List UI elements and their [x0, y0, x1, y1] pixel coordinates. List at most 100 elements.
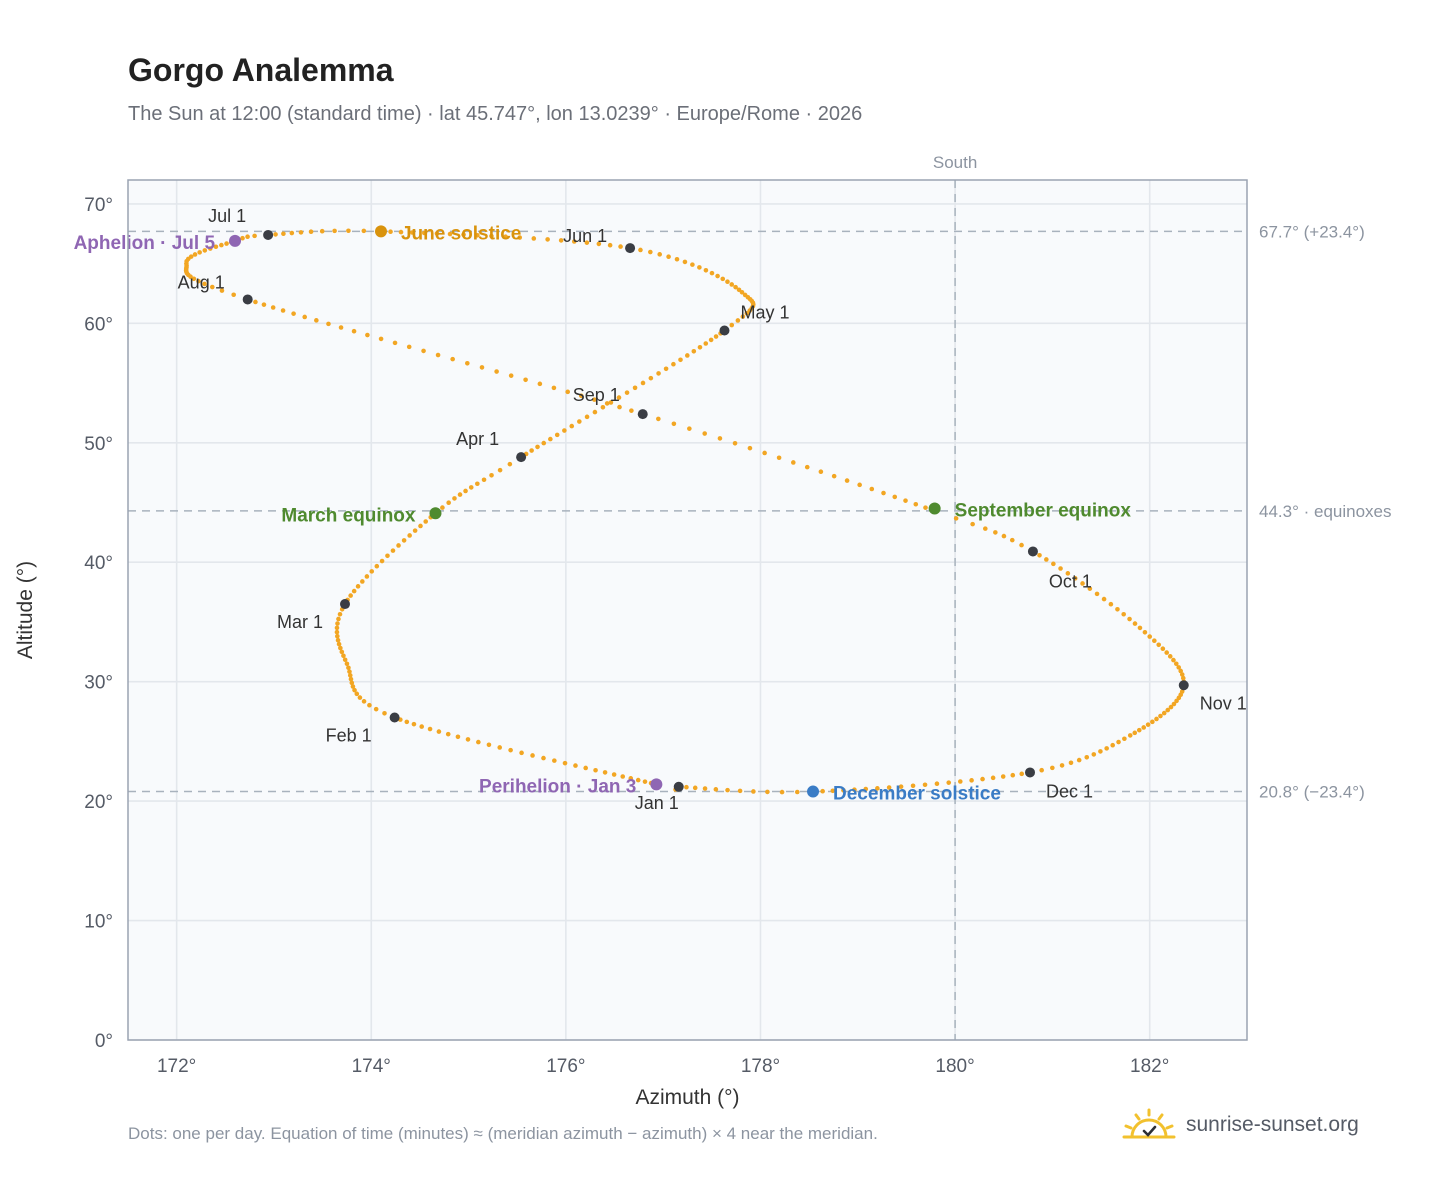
day-dot — [983, 526, 988, 531]
day-dot — [820, 788, 825, 794]
day-dot — [409, 230, 415, 235]
day-dot — [497, 467, 503, 473]
day-dot — [314, 318, 319, 323]
day-dot — [747, 445, 753, 451]
day-dot — [461, 232, 466, 237]
day-dot — [207, 246, 213, 251]
day-dot — [980, 776, 985, 782]
month-marker-label: Sep 1 — [573, 385, 620, 405]
day-dot — [489, 472, 494, 478]
day-dot — [618, 244, 623, 249]
day-dot — [335, 637, 341, 643]
day-dot — [577, 419, 582, 424]
day-dot — [421, 348, 426, 354]
day-dot — [192, 252, 198, 257]
day-dot — [463, 488, 468, 494]
day-dot — [558, 238, 564, 243]
month-marker — [1025, 767, 1036, 778]
day-dot — [475, 481, 480, 487]
day-dot — [1098, 749, 1103, 754]
day-dot — [367, 702, 372, 708]
day-dot — [447, 231, 453, 237]
meridian-label: South — [933, 153, 977, 172]
day-dot — [1127, 616, 1132, 622]
day-dot — [1152, 638, 1157, 644]
day-dot — [355, 584, 361, 589]
day-dot — [642, 779, 648, 784]
day-dot — [412, 528, 418, 533]
plot-background — [128, 180, 1247, 1040]
day-dot — [202, 281, 207, 287]
day-dot — [892, 494, 898, 500]
day-dot — [1044, 557, 1049, 562]
day-dot — [863, 786, 869, 792]
day-dot — [881, 490, 886, 496]
day-dot — [396, 543, 401, 548]
day-dot — [508, 373, 514, 378]
day-dot — [922, 782, 928, 788]
day-dot — [703, 267, 709, 273]
day-dot — [1101, 596, 1107, 602]
day-dot — [666, 254, 671, 260]
day-dot — [1145, 722, 1151, 727]
day-dot — [280, 308, 286, 313]
day-dot — [213, 244, 219, 250]
y-tick-label: 60° — [84, 314, 113, 335]
day-dot — [713, 334, 719, 339]
day-dot — [656, 371, 661, 376]
month-marker — [625, 243, 636, 254]
day-dot — [551, 385, 557, 391]
y-tick-label: 10° — [84, 912, 113, 933]
day-dot — [657, 252, 663, 257]
day-dot — [336, 616, 341, 622]
x-tick-label: 178° — [741, 1056, 780, 1077]
day-dot — [378, 336, 384, 342]
day-dot — [348, 593, 353, 598]
day-dot — [779, 789, 785, 795]
brand[interactable]: sunrise-sunset.org — [1122, 1104, 1359, 1146]
day-dot — [231, 292, 236, 298]
x-tick-label: 174° — [352, 1056, 391, 1077]
day-dot — [1019, 771, 1025, 777]
day-dot — [1115, 607, 1120, 612]
x-tick-label: 180° — [935, 1056, 974, 1077]
day-dot — [347, 669, 352, 674]
day-dot — [455, 734, 461, 740]
day-dot — [671, 361, 676, 367]
reference-lines: South 67.7° (+23.4°) 44.3° · equinoxes 20.8… — [128, 153, 1392, 1040]
day-dot — [289, 230, 295, 236]
day-dot — [1136, 727, 1142, 733]
day-dot — [507, 461, 513, 467]
day-dot — [450, 356, 455, 362]
day-dot — [1065, 571, 1071, 576]
day-dot — [1127, 733, 1133, 738]
day-dot — [350, 684, 356, 689]
day-dot — [1141, 725, 1147, 730]
day-dot — [852, 787, 857, 793]
day-dot — [617, 404, 622, 410]
day-dot — [452, 496, 457, 501]
day-dot — [188, 274, 193, 280]
day-dot — [697, 345, 703, 350]
x-tick-label: 176° — [546, 1056, 585, 1077]
brand-name: sunrise-sunset.org — [1186, 1113, 1359, 1136]
y-tick-label: 30° — [84, 673, 113, 694]
day-dot — [1104, 746, 1109, 751]
day-dot — [562, 760, 568, 766]
day-dot — [517, 235, 523, 240]
event-marker — [807, 785, 820, 798]
day-dot — [607, 242, 613, 248]
day-dot — [548, 436, 553, 442]
day-dot — [571, 239, 577, 244]
month-marker — [242, 294, 253, 305]
day-dot — [335, 633, 340, 639]
day-dot — [334, 625, 340, 631]
day-dot — [687, 426, 692, 431]
day-dot — [648, 249, 653, 255]
day-dot — [841, 787, 846, 793]
day-dot — [1010, 772, 1016, 778]
month-marker — [339, 599, 350, 610]
day-dot — [663, 366, 669, 372]
day-dot — [1084, 755, 1090, 760]
day-dot — [573, 763, 578, 768]
